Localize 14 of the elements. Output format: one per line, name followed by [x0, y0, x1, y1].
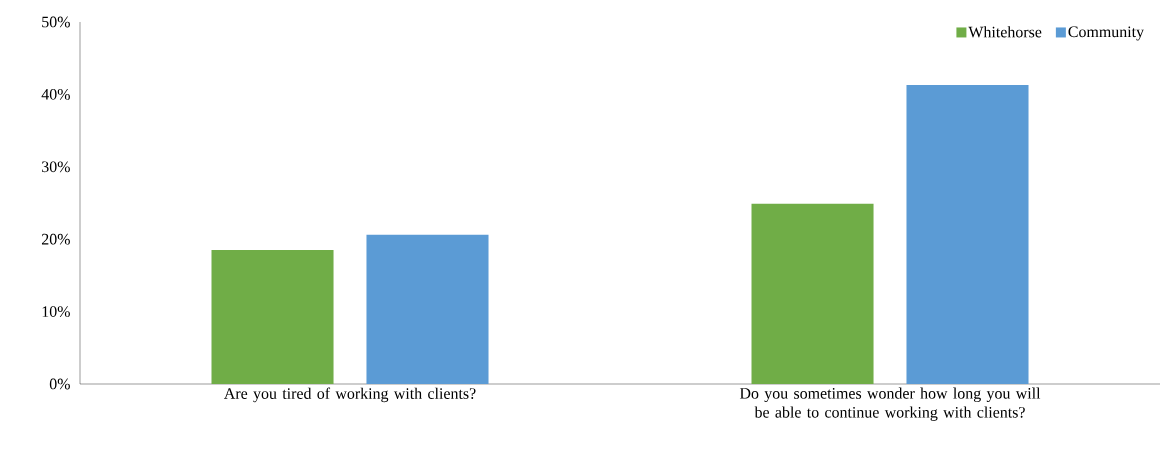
y-tick-label: 30% [42, 161, 70, 173]
y-tick-label: 50% [42, 16, 70, 28]
y-tick-label: 20% [41, 233, 70, 245]
bar [211, 250, 334, 384]
x-tick-label: Are you tired of working with clients? [223, 387, 476, 403]
legend-label: Community [1068, 26, 1144, 41]
bar [751, 203, 874, 384]
x-tick-label: Do you sometimes wonder how long you will be able to continue working with clients? [739, 387, 1041, 421]
bar [906, 84, 1029, 384]
y-tick-label: 0% [49, 378, 70, 390]
bar [366, 234, 489, 384]
y-tick-label: 10% [42, 306, 70, 317]
y-tick-label: 40% [41, 89, 70, 100]
legend-label: Whitehorse [968, 26, 1042, 38]
